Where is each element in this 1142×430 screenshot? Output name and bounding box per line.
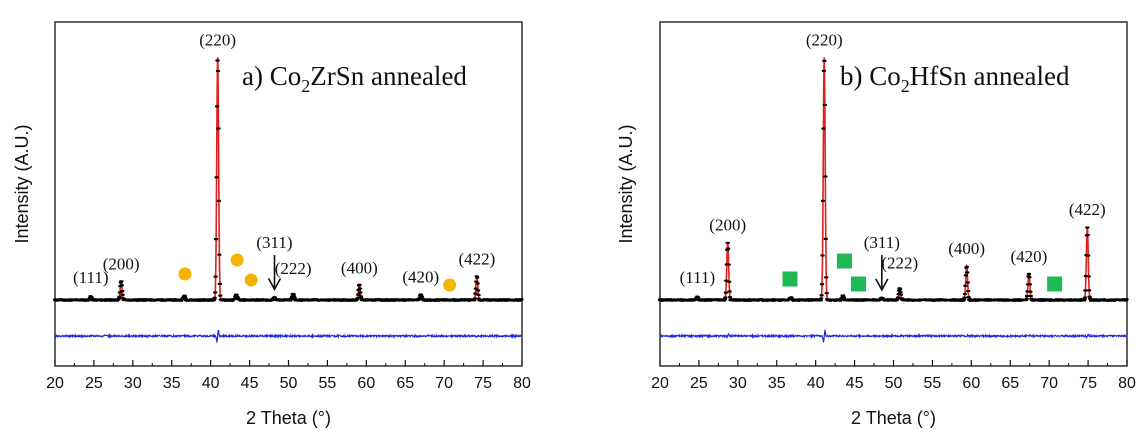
y-axis-label: Intensity (A.U.) [616, 124, 636, 243]
peak-label: (311) [864, 233, 900, 252]
x-tick-label: 70 [435, 375, 453, 392]
x-tick-label: 20 [46, 375, 64, 392]
peak-label: (111) [680, 268, 716, 287]
x-tick-label: 40 [807, 375, 825, 392]
observed-data-points [657, 59, 1129, 302]
peak-label: (222) [881, 253, 918, 272]
peak-label: (420) [1011, 247, 1048, 266]
x-tick-label: 75 [1079, 375, 1097, 392]
impurity-marker-square [1047, 276, 1063, 292]
peak-label: (311) [256, 233, 292, 252]
x-tick-label: 45 [846, 375, 864, 392]
x-tick-label: 35 [163, 375, 181, 392]
peak-label: (422) [1069, 200, 1106, 219]
x-tick-label: 60 [962, 375, 980, 392]
panel-title-subscript: 2 [901, 76, 910, 96]
x-tick-label: 45 [241, 375, 259, 392]
panel-title: b) Co2HfSn annealed [840, 61, 1070, 96]
panel-title-prefix: a) Co [242, 61, 301, 91]
panel-title-suffix: HfSn annealed [910, 61, 1070, 91]
x-tick-label: 50 [885, 375, 903, 392]
x-tick-label: 25 [690, 375, 708, 392]
arrow-311-head [875, 278, 889, 292]
x-tick-label: 65 [1001, 375, 1019, 392]
peak-label: (422) [458, 250, 495, 269]
x-tick-label: 25 [85, 375, 103, 392]
difference-curve-line [54, 329, 523, 344]
x-tick-label: 55 [319, 375, 337, 392]
y-axis-label: Intensity (A.U.) [12, 124, 32, 243]
panel-a: 20 25 30 35 40 45 50 55 60 65 70 75 80 2 Theta (°) Int… [12, 21, 531, 428]
peak-label: (200) [103, 254, 140, 273]
x-tick-label: 65 [396, 375, 414, 392]
x-tick-label: 35 [768, 375, 786, 392]
impurity-marker-circle [443, 278, 457, 292]
x-tick-label: 20 [651, 375, 669, 392]
peak-label: (420) [402, 268, 439, 287]
peak-label: (220) [199, 30, 236, 49]
x-tick-label: 75 [474, 375, 492, 392]
panel-title-prefix: b) Co [840, 61, 901, 91]
panel-title: a) Co2ZrSn annealed [242, 61, 467, 96]
x-tick-label: 80 [513, 375, 531, 392]
x-tick-label: 80 [1118, 375, 1136, 392]
arrow-311-head [267, 277, 282, 292]
impurity-marker-square [836, 253, 852, 269]
x-axis-label: 2 Theta (°) [851, 408, 936, 428]
peak-label: (200) [709, 216, 746, 235]
difference-curve-line [659, 328, 1128, 344]
impurity-marker-square [850, 276, 866, 292]
impurity-marker-circle [178, 267, 192, 281]
observed-data-points [52, 59, 524, 302]
peak-label: (220) [806, 30, 843, 49]
panel-b: 20 25 30 35 40 45 50 55 60 65 70 75 80 2 Theta (°) Int… [616, 21, 1136, 428]
x-tick-label: 55 [924, 375, 942, 392]
peak-label: (222) [275, 259, 312, 278]
x-tick-label: 60 [357, 375, 375, 392]
peak-label: (400) [948, 239, 985, 258]
peak-label: (400) [341, 258, 378, 277]
x-tick-label: 50 [280, 375, 298, 392]
panel-title-subscript: 2 [301, 76, 310, 96]
impurity-marker-square [782, 271, 798, 287]
impurity-marker-circle [244, 273, 258, 287]
x-axis-label: 2 Theta (°) [246, 408, 331, 428]
x-tick-label: 70 [1040, 375, 1058, 392]
impurity-marker-circle [230, 253, 244, 267]
peak-label: (111) [73, 268, 109, 287]
x-tick-label: 30 [729, 375, 747, 392]
x-tick-label: 40 [202, 375, 220, 392]
panel-title-suffix: ZrSn annealed [310, 61, 467, 91]
x-tick-label: 30 [124, 375, 142, 392]
